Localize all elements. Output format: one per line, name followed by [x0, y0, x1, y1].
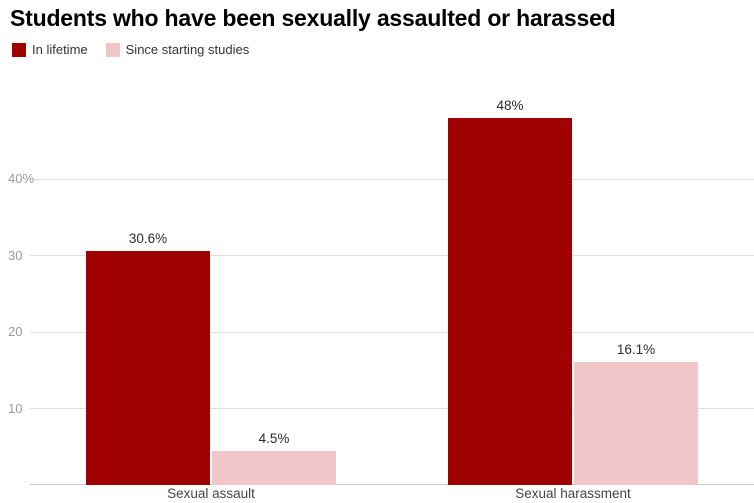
- chart-legend: In lifetime Since starting studies: [12, 42, 249, 57]
- chart-title: Students who have been sexually assaulte…: [10, 5, 616, 31]
- value-label-sexual-harassment-since-starting-studies: 16.1%: [616, 341, 656, 357]
- plot-area: 10 20 30 40% 30.6% 4.5% 48% 16.1%: [0, 72, 754, 485]
- value-label-sexual-assault-since-starting-studies: 4.5%: [258, 430, 290, 446]
- gridline-40: [30, 178, 754, 180]
- gridline-10: [30, 408, 754, 410]
- bar-sexual-assault-in-lifetime: [86, 250, 210, 485]
- legend-label-since-starting-studies: Since starting studies: [125, 42, 250, 57]
- category-label-sexual-assault: Sexual assault: [167, 486, 255, 501]
- y-tick-label-20: 20: [8, 324, 23, 340]
- value-label-sexual-harassment-in-lifetime: 48%: [496, 97, 524, 113]
- legend-swatch-since-starting-studies: [105, 42, 120, 57]
- y-tick-label-40: 40%: [8, 171, 35, 187]
- x-axis-labels: Sexual assault Sexual harassment: [0, 486, 754, 503]
- bar-sexual-harassment-in-lifetime: [448, 117, 572, 485]
- bar-sexual-assault-since-starting-studies: [212, 450, 336, 485]
- x-axis-line: [30, 484, 754, 485]
- y-tick-label-10: 10: [8, 400, 23, 416]
- category-label-sexual-harassment: Sexual harassment: [515, 486, 631, 501]
- legend-item-since-starting-studies: Since starting studies: [105, 42, 250, 57]
- bar-sexual-harassment-since-starting-studies: [574, 361, 698, 485]
- legend-item-in-lifetime: In lifetime: [12, 42, 88, 57]
- value-label-sexual-assault-in-lifetime: 30.6%: [128, 230, 168, 246]
- legend-swatch-in-lifetime: [12, 42, 26, 57]
- y-tick-label-30: 30: [8, 247, 23, 263]
- legend-label-in-lifetime: In lifetime: [32, 42, 88, 57]
- gridline-30: [30, 255, 754, 257]
- gridline-20: [30, 331, 754, 333]
